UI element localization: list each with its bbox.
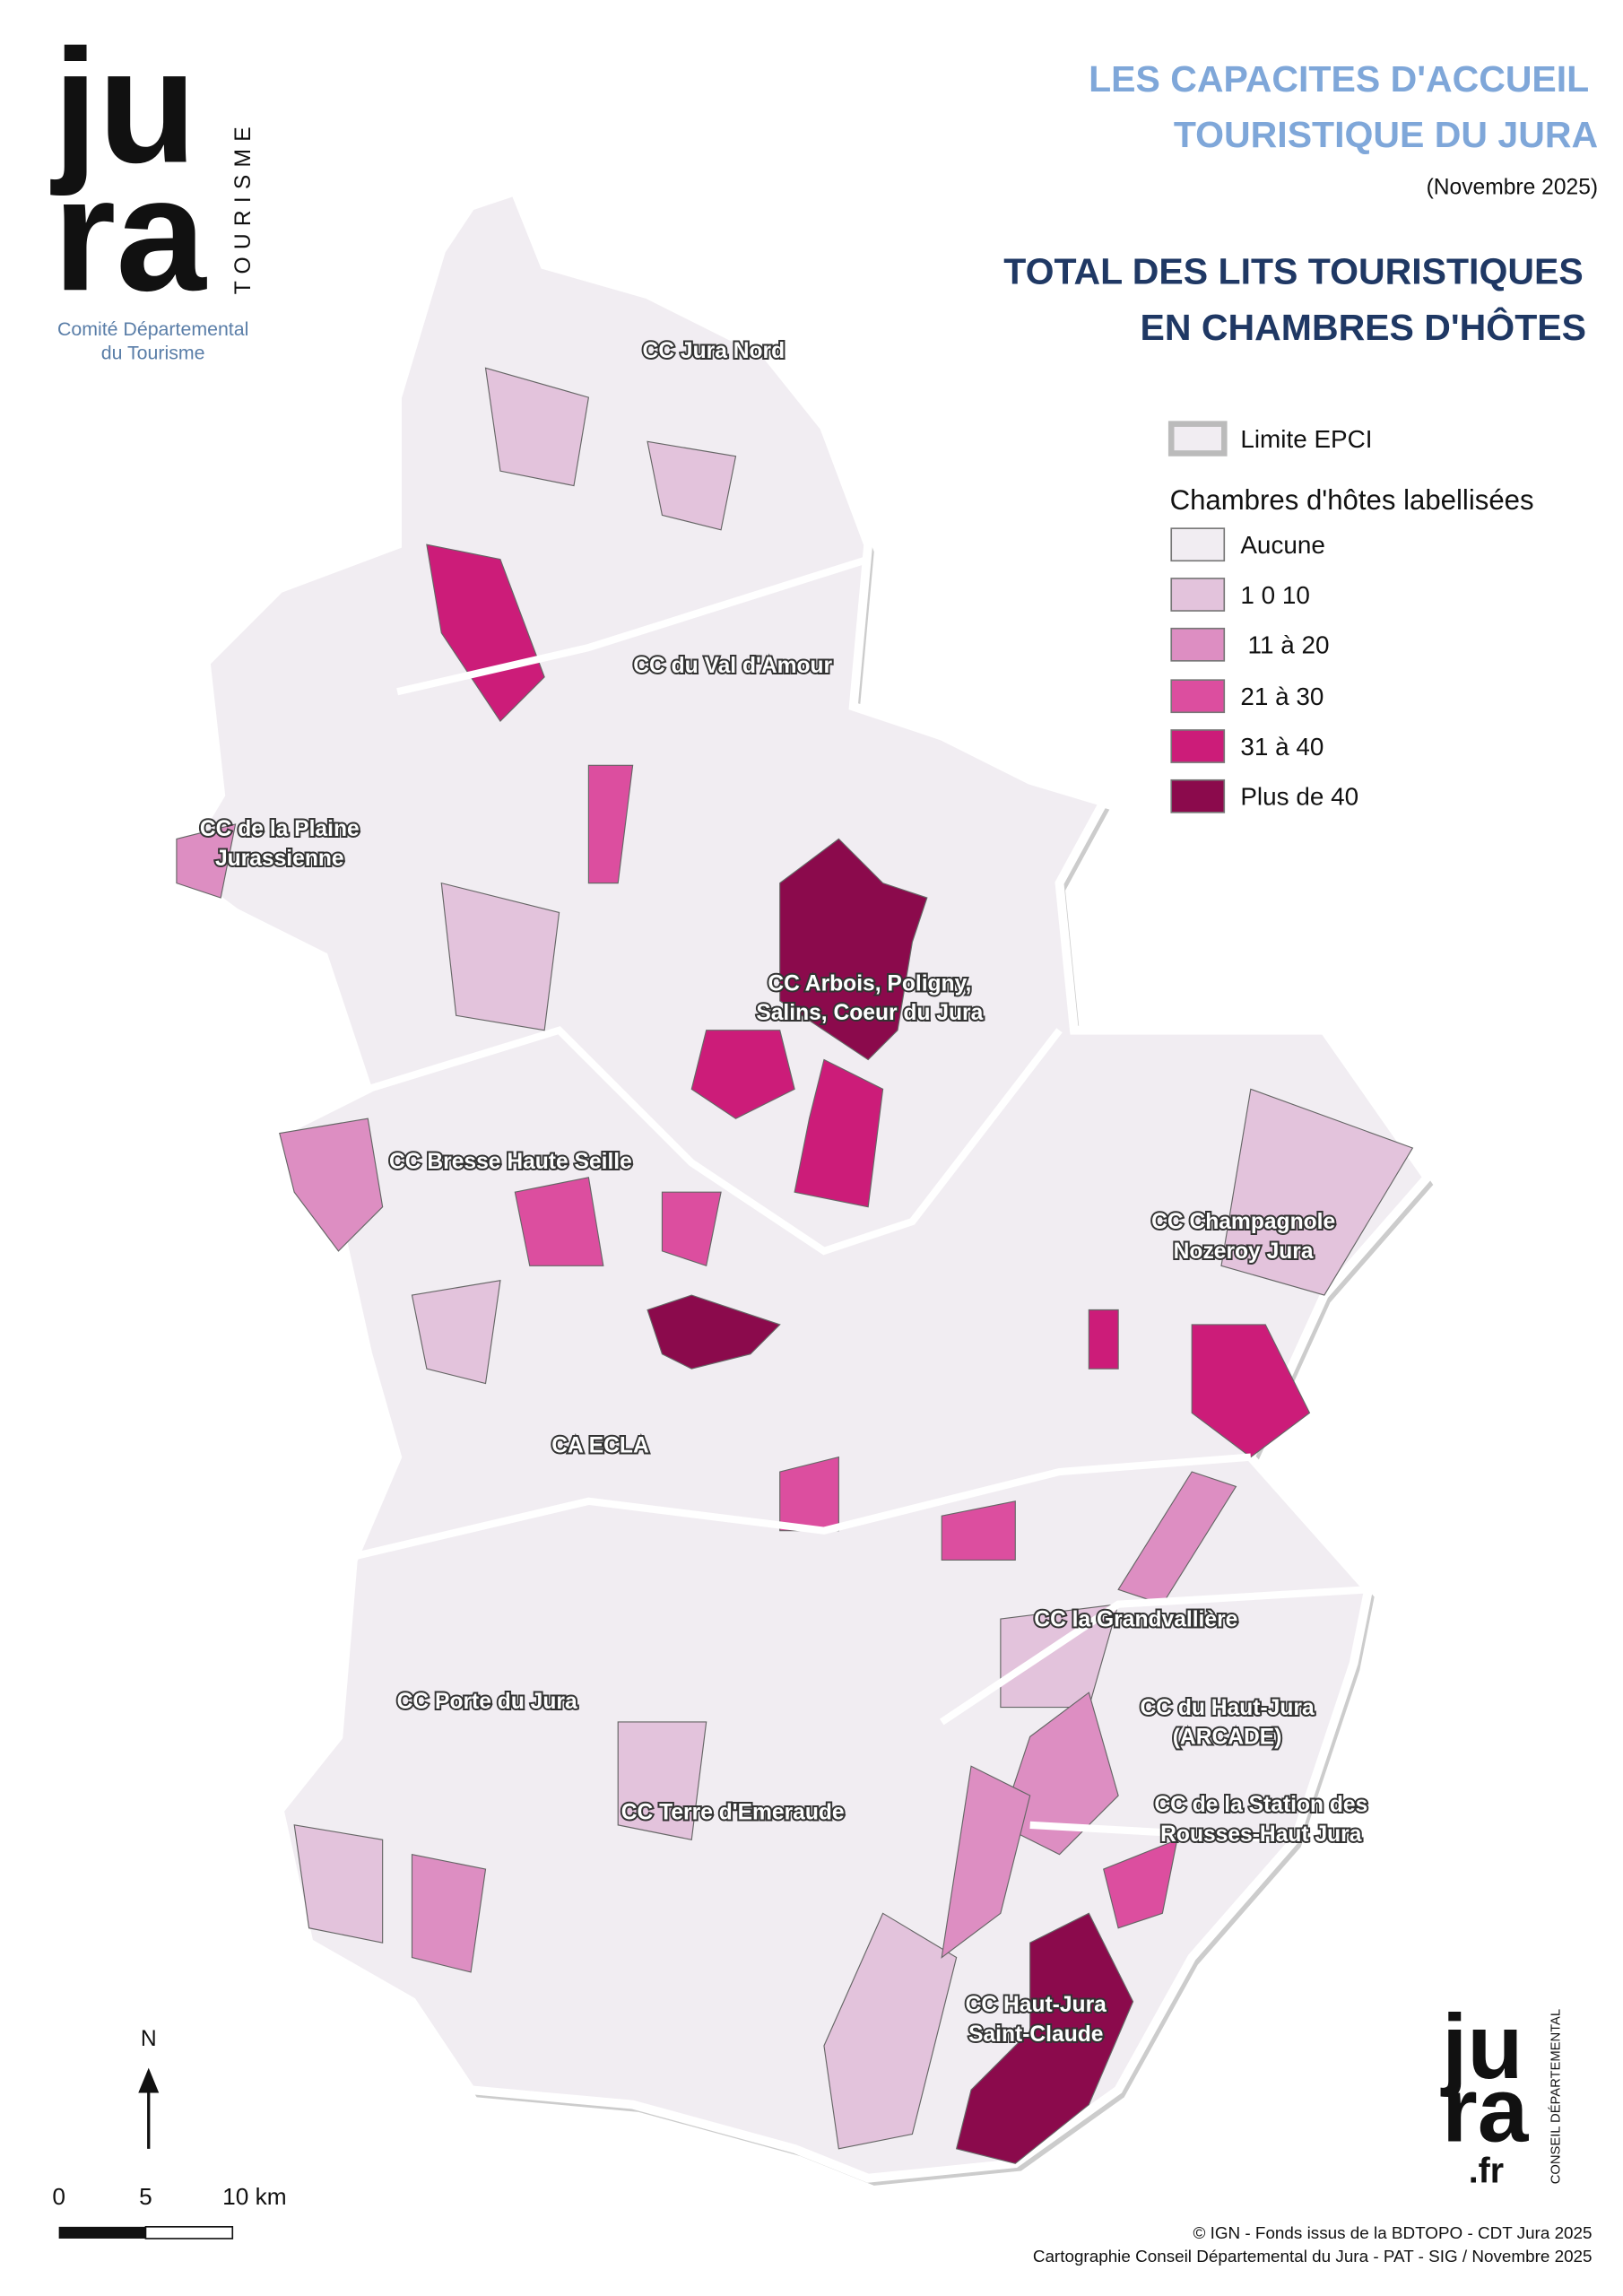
legend-swatch — [1170, 527, 1226, 562]
scale-tick: 10 km — [222, 2183, 286, 2210]
title: LES CAPACITES D'ACCUEIL — [1089, 58, 1589, 100]
commune — [647, 1294, 781, 1370]
legend-boundary: Limite EPCI — [1240, 425, 1372, 453]
logo-vertical: CONSEIL DÉPARTEMENTAL — [1548, 2009, 1563, 2184]
commune — [1103, 1839, 1178, 1929]
legend: Aucune 1 0 10 11 à 20 21 à 30 31 à 40 Plus de… — [1170, 527, 1358, 813]
date: (Novembre 2025) — [1427, 176, 1599, 200]
commune — [647, 440, 737, 531]
legend-label: 21 à 30 — [1240, 683, 1324, 710]
epci-label: Saint-Claude — [968, 2022, 1103, 2047]
legend-label: Plus de 40 — [1240, 783, 1358, 811]
epci-boundary — [367, 1026, 1063, 1256]
epci-label: CC du Haut-Jura — [1140, 1696, 1314, 1720]
scale-tick: 0 — [52, 2183, 65, 2210]
commune — [279, 1118, 384, 1252]
epci-label: CC Porte du Jura — [397, 1690, 577, 1714]
legend-title: Chambres d'hôtes labellisées — [1170, 484, 1534, 516]
epci-label: CC Haut-Jura — [966, 1993, 1107, 2017]
scale-bar — [144, 2226, 234, 2239]
subtitle: EN CHAMBRES D'HÔTES — [1141, 307, 1586, 348]
legend-label: 1 0 10 — [1240, 581, 1310, 609]
commune — [411, 1279, 501, 1385]
commune — [411, 1853, 487, 1973]
epci-boundary — [939, 1586, 1369, 1726]
logo-fr: .fr — [1469, 2152, 1504, 2191]
commune — [941, 1500, 1016, 1561]
legend-label: 31 à 40 — [1240, 733, 1324, 761]
logo-caption: Comité Départemental — [57, 318, 248, 340]
legend-boundary-swatch — [1167, 421, 1228, 457]
commune — [661, 1191, 722, 1267]
logo-ju: ju — [1440, 1996, 1523, 2098]
legend-swatch — [1170, 627, 1226, 662]
north-label: N — [141, 2027, 157, 2051]
credits: Cartographie Conseil Départemental du Ju… — [1033, 2247, 1593, 2266]
legend-label: 11 à 20 — [1248, 631, 1330, 659]
logo-caption: du Tourisme — [101, 342, 205, 363]
commune — [955, 1912, 1134, 2164]
epci-boundary — [396, 555, 870, 696]
logo-vertical: TOURISME — [231, 119, 256, 294]
scale-tick: 5 — [139, 2183, 152, 2210]
epci-label: CC du Val d'Amour — [633, 654, 832, 678]
legend-swatch — [1170, 729, 1226, 763]
commune — [440, 882, 560, 1031]
commune — [1088, 1309, 1119, 1370]
legend-swatch — [1170, 679, 1226, 714]
epci-label: CC Terre d'Emeraude — [621, 1800, 845, 1824]
logo-ra: ra — [1442, 2059, 1530, 2161]
commune — [941, 1765, 1031, 1959]
commune — [1220, 1088, 1414, 1296]
title: TOURISTIQUE DU JURA — [1174, 114, 1598, 155]
commune — [484, 367, 590, 487]
epci-label: CC de la Station des — [1154, 1793, 1367, 1817]
epci-label: CC Bresse Haute Seille — [389, 1150, 632, 1174]
logo-ju: ju — [50, 17, 196, 197]
commune — [587, 764, 634, 884]
epci-label: Rousses-Haut Jura — [1160, 1822, 1362, 1847]
commune — [514, 1177, 604, 1266]
commune — [176, 823, 237, 899]
epci-label: Salins, Coeur du Jura — [756, 1001, 983, 1025]
commune — [1191, 1324, 1311, 1458]
subtitle: TOTAL DES LITS TOURISTIQUES — [1003, 251, 1583, 292]
legend-swatch — [1170, 578, 1226, 612]
epci-label: CA ECLA — [551, 1434, 649, 1458]
commune — [794, 1058, 884, 1208]
epci-label: CC Champagnole — [1151, 1210, 1335, 1234]
epci-label: CC de la Plaine — [200, 817, 360, 841]
epci-label: Nozeroy Jura — [1174, 1239, 1314, 1264]
commune — [426, 544, 545, 723]
north-arrowhead — [138, 2067, 160, 2093]
credits: © IGN - Fonds issus de la BDTOPO - CDT J… — [1193, 2223, 1593, 2242]
epci-boundary — [1029, 1821, 1296, 1844]
map-shapes — [170, 186, 1434, 2186]
epci-boundary — [337, 1453, 1252, 1564]
commune — [617, 1721, 707, 1840]
legend-swatch — [1170, 778, 1226, 813]
scale-bar — [58, 2226, 146, 2239]
commune — [779, 838, 928, 1061]
epci-label: CC la Grandvallière — [1034, 1607, 1237, 1631]
epci-labels: CC Jura Nord CC du Val d'Amour CC de la Pl… — [198, 337, 1369, 2048]
epci-label: Jurassienne — [215, 847, 344, 871]
epci-label: CC Jura Nord — [643, 339, 785, 363]
commune — [690, 1030, 795, 1119]
legend-label: Aucune — [1240, 531, 1325, 559]
epci-label: (ARCADE) — [1173, 1726, 1282, 1750]
commune — [293, 1824, 384, 1944]
epci-label: CC Arbois, Poligny, — [768, 971, 971, 996]
logo-ra: ra — [53, 144, 207, 325]
